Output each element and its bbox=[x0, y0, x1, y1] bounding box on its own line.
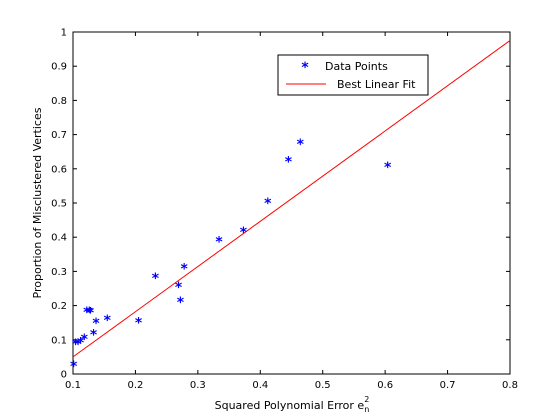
data-point: * bbox=[180, 262, 188, 278]
y-tick-label: 1 bbox=[61, 28, 67, 39]
x-axis-label: Squared Polynomial Error en2 bbox=[215, 395, 370, 414]
x-tick-label: 0.1 bbox=[65, 380, 81, 391]
legend-label-best-linear-fit: Best Linear Fit bbox=[337, 78, 416, 91]
x-tick-label: 0.8 bbox=[502, 380, 518, 391]
y-ticks: 0 0.1 0.2 0.3 0.4 0.5 0.6 0.7 0.8 0.9 1 bbox=[51, 28, 510, 381]
data-point: * bbox=[215, 234, 223, 250]
data-point: * bbox=[86, 305, 94, 321]
y-tick-label: 0.4 bbox=[51, 233, 67, 244]
x-ticks: 0.1 0.2 0.3 0.4 0.5 0.6 0.7 0.8 bbox=[65, 32, 518, 391]
data-point: * bbox=[104, 313, 112, 329]
x-axis-label-subscript: n bbox=[364, 405, 369, 414]
x-axis-label-superscript: 2 bbox=[364, 395, 369, 404]
data-point: * bbox=[135, 316, 143, 332]
y-tick-label: 0 bbox=[61, 370, 67, 381]
data-point: * bbox=[384, 160, 392, 176]
y-tick-label: 0.9 bbox=[51, 62, 67, 73]
series-layer: ********** * *********** bbox=[70, 40, 511, 375]
legend: * Data Points Best Linear Fit bbox=[277, 54, 429, 96]
data-point: * bbox=[175, 280, 183, 296]
y-tick-label: 0.7 bbox=[51, 130, 67, 141]
data-point: * bbox=[70, 359, 78, 375]
legend-label-data-points: Data Points bbox=[325, 60, 388, 73]
y-tick-label: 0.5 bbox=[51, 199, 67, 210]
x-tick-label: 0.5 bbox=[315, 380, 331, 391]
data-point: * bbox=[87, 305, 95, 321]
data-point: * bbox=[83, 305, 91, 321]
data-point: * bbox=[77, 336, 85, 352]
data-point: * bbox=[74, 337, 82, 353]
data-point: * bbox=[264, 196, 272, 212]
data-point: * bbox=[72, 337, 80, 353]
y-tick-label: 0.2 bbox=[51, 301, 67, 312]
data-point: * bbox=[92, 316, 100, 332]
x-tick-label: 0.7 bbox=[440, 380, 456, 391]
y-axis-label: Proportion of Misclustered Vertices bbox=[31, 107, 44, 298]
y-tick-label: 0.8 bbox=[51, 96, 67, 107]
y-tick-label: 0.3 bbox=[51, 267, 67, 278]
data-point: * bbox=[240, 225, 248, 241]
legend-marker-data-points: * bbox=[301, 60, 309, 76]
data-point: * bbox=[177, 295, 185, 311]
data-point: * bbox=[285, 155, 293, 171]
y-tick-label: 0.6 bbox=[51, 164, 67, 175]
data-point: * bbox=[81, 332, 89, 348]
best-linear-fit-line bbox=[72, 40, 511, 358]
data-point: * bbox=[90, 328, 98, 344]
legend-box bbox=[277, 54, 429, 96]
x-tick-label: 0.3 bbox=[190, 380, 206, 391]
x-tick-label: 0.2 bbox=[127, 380, 143, 391]
x-tick-label: 0.4 bbox=[252, 380, 268, 391]
x-tick-label: 0.6 bbox=[377, 380, 393, 391]
data-point: * bbox=[297, 137, 305, 153]
data-point: * bbox=[152, 271, 160, 287]
y-tick-label: 0.1 bbox=[51, 335, 67, 346]
